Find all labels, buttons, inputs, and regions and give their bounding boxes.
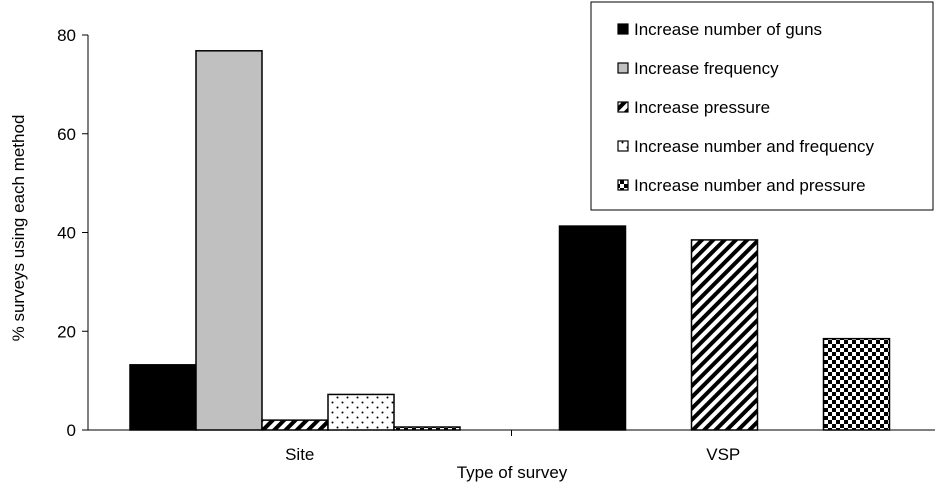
bar-vsp-checker: [822, 337, 891, 431]
legend-label: Increase frequency: [634, 59, 779, 78]
y-tick-label: 60: [57, 125, 76, 144]
bar-vsp-solid: [558, 225, 627, 431]
y-tick-label: 20: [57, 322, 76, 341]
legend: Increase number of guns Increase frequenc…: [590, 1, 934, 211]
y-tick-label: 40: [57, 224, 76, 243]
plot-area: 0 20 40 60 80 Site VSP: [57, 26, 935, 464]
bar-site-solid: [129, 364, 197, 431]
bar-site-diagonal: [261, 419, 329, 431]
legend-label: Increase number and pressure: [634, 176, 866, 195]
x-category-label: VSP: [706, 445, 740, 464]
y-tick-label: 0: [67, 421, 76, 440]
y-axis-title: % surveys using each method: [9, 115, 28, 342]
legend-swatch-diagonal: [617, 101, 629, 113]
legend-label: Increase number and frequency: [634, 137, 875, 156]
x-axis-title: Type of survey: [457, 463, 568, 482]
legend-swatch-solid: [617, 23, 629, 35]
legend-box: [590, 1, 934, 211]
bar-site-gray: [195, 50, 263, 431]
y-tick-label: 80: [57, 26, 76, 45]
bar-site-dots: [327, 393, 395, 431]
legend-swatch-dots: [617, 140, 629, 152]
x-category-label: Site: [285, 445, 314, 464]
bar-vsp-diagonal: [690, 239, 759, 431]
bar-site-checker: [393, 426, 461, 431]
legend-label: Increase number of guns: [634, 20, 822, 39]
legend-swatch-gray: [617, 62, 629, 74]
legend-label: Increase pressure: [634, 98, 770, 117]
legend-swatch-checker: [617, 179, 629, 191]
